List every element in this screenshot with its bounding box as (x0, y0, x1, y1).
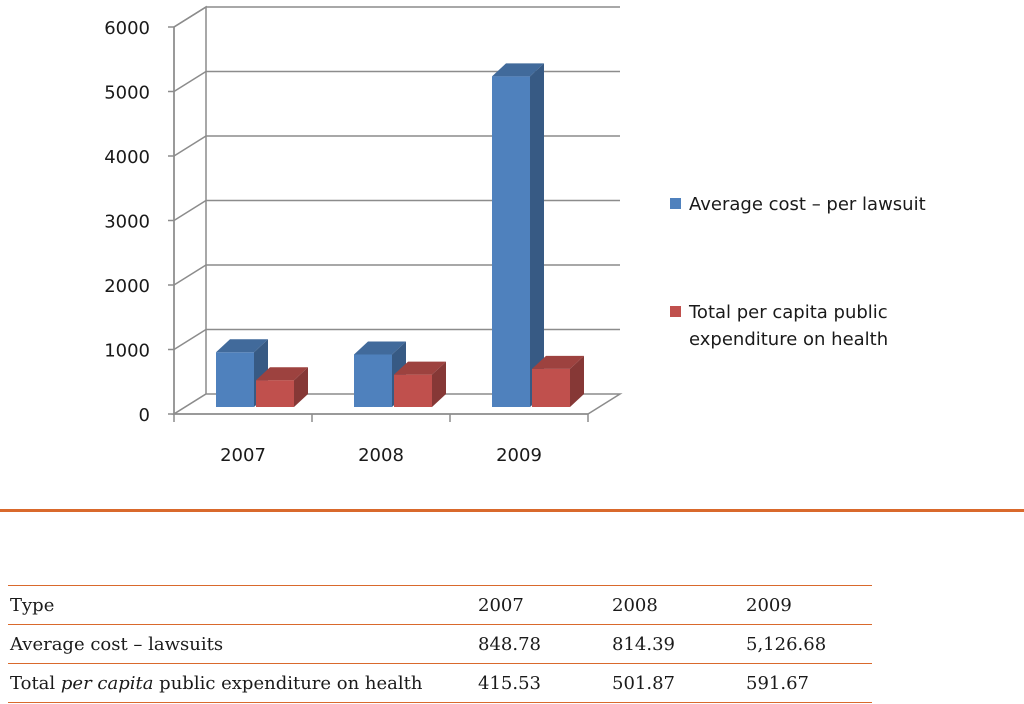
bar-front (216, 352, 254, 407)
bar-top (354, 341, 406, 355)
row-label: Average cost – lawsuits (8, 624, 476, 664)
bar-front (256, 380, 294, 407)
cell-value: 591.67 (744, 663, 872, 703)
bar-side (530, 63, 544, 408)
legend-label-line: Total per capita public (688, 302, 888, 323)
bar-front (394, 374, 432, 407)
bar-chart-3d: 0 1000 2000 3000 4000 5000 6000 2007 2008 2009 Av… (104, 5, 926, 466)
gridline (173, 199, 620, 222)
bar-average-cost-2009 (492, 63, 544, 408)
legend-label-line: Average cost – per lawsuit (689, 194, 926, 215)
table-header-row: Type 2007 2008 2009 (8, 585, 872, 625)
table-header-2009: 2009 (744, 585, 872, 625)
bar-top (394, 361, 446, 375)
row-label-post: public expenditure on health (153, 672, 423, 694)
y-tick-label: 6000 (104, 18, 150, 39)
y-tick-label: 2000 (104, 276, 150, 297)
bar-expenditure-2008 (394, 361, 446, 407)
table-row: Total per capita public expenditure on h… (8, 663, 872, 703)
cell-value: 501.87 (610, 663, 744, 703)
bar-top (532, 355, 584, 369)
gridline (173, 264, 620, 286)
bar-side (432, 361, 446, 407)
cell-value: 5,126.68 (744, 624, 872, 664)
row-label: Total per capita public expenditure on h… (8, 663, 476, 703)
legend-label-expenditure: Total per capita public expenditure on he… (688, 302, 888, 350)
x-tick-label: 2007 (220, 445, 266, 466)
gridline (173, 70, 620, 93)
row-label-pre: Total (10, 672, 61, 694)
bar-top (492, 63, 544, 77)
bar-front (532, 368, 570, 407)
legend-label-average-cost: Average cost – per lawsuit (689, 194, 926, 215)
legend-swatch-expenditure (670, 306, 681, 317)
x-tick-label: 2008 (358, 445, 404, 466)
bar-side (294, 367, 308, 407)
bar-top (256, 367, 308, 381)
table-row: Average cost – lawsuits 848.78 814.39 5,… (8, 624, 872, 664)
y-tick-label: 4000 (104, 147, 150, 168)
table-header-2008: 2008 (610, 585, 744, 625)
cell-value: 415.53 (476, 663, 610, 703)
y-tick-label: 5000 (104, 83, 150, 104)
cell-value: 848.78 (476, 624, 610, 664)
table-header-2007: 2007 (476, 585, 610, 625)
gridline (173, 328, 620, 351)
bar-average-cost-2007 (216, 339, 268, 407)
bar-front (492, 76, 530, 408)
bar-top (216, 339, 268, 353)
row-label-em: per capita (60, 672, 154, 694)
bar-front (354, 354, 392, 407)
y-tick-label: 1000 (104, 341, 150, 362)
y-tick-label: 0 (139, 405, 150, 426)
bar-side (570, 355, 584, 407)
section-divider (0, 509, 1024, 512)
legend-swatch-average-cost (670, 198, 681, 209)
bar-expenditure-2007 (256, 367, 308, 407)
cell-value: 814.39 (610, 624, 744, 664)
x-tick-label: 2009 (496, 445, 542, 466)
bar-expenditure-2009 (532, 355, 584, 407)
legend-label-line: expenditure on health (689, 329, 888, 350)
gridline (173, 6, 620, 28)
data-table: Type 2007 2008 2009 Average cost – lawsu… (8, 585, 872, 703)
table-header-type: Type (8, 585, 476, 625)
y-tick-label: 3000 (104, 212, 150, 233)
gridline (173, 135, 620, 157)
